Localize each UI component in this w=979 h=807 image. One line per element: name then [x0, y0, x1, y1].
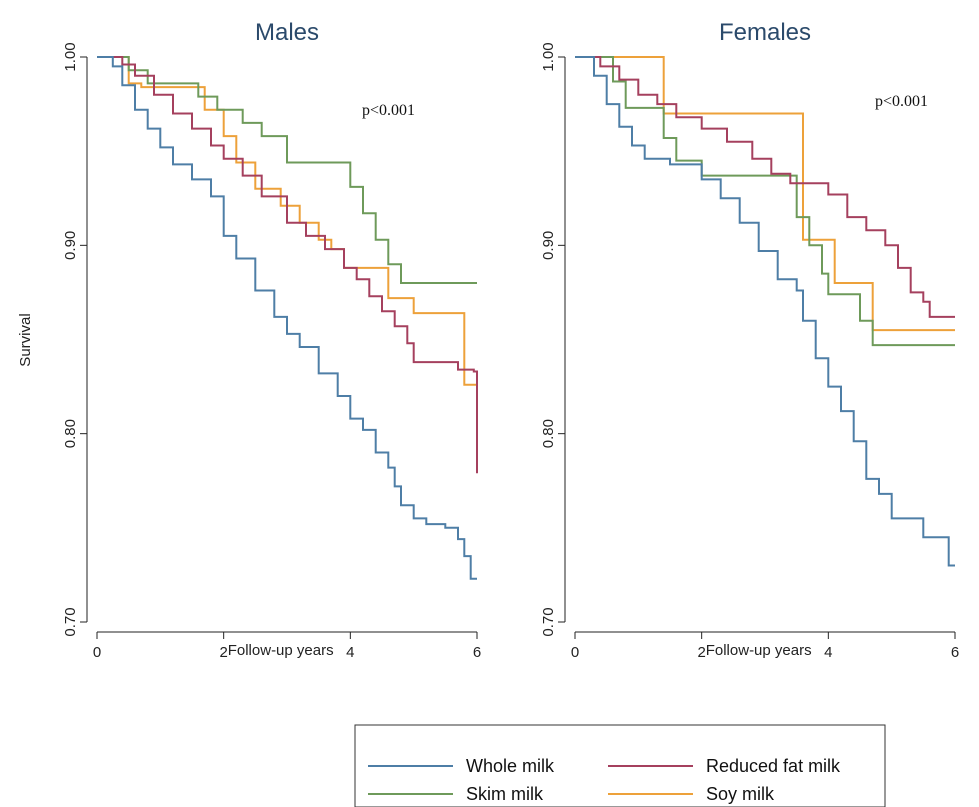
- y-tick-label: 0.80: [540, 419, 557, 448]
- y-tick-label: 1.00: [540, 42, 557, 71]
- x-tick-label: 0: [571, 644, 579, 661]
- series-line-soy-milk: [97, 56, 477, 386]
- legend: Whole milk Reduced fat milk Skim milk So…: [354, 724, 886, 807]
- y-tick-label: 0.80: [62, 419, 79, 448]
- series-line-skim-milk: [97, 56, 477, 284]
- series-line-reduced-fat-milk: [575, 56, 955, 318]
- series-line-whole-milk: [575, 56, 955, 567]
- series-line-whole-milk: [97, 56, 477, 580]
- y-axis-label: Survival: [17, 313, 34, 366]
- females-panel: Females 0.70 0.80 0.90 1.00 0 2 4 6 Follow-up yea…: [540, 19, 959, 661]
- y-tick-label: 0.90: [62, 231, 79, 260]
- series-line-skim-milk: [575, 56, 955, 347]
- x-tick-label: 0: [93, 644, 101, 661]
- y-tick-label: 0.90: [540, 231, 557, 260]
- y-tick-label: 0.70: [540, 607, 557, 636]
- x-tick-label: 2: [219, 644, 227, 661]
- panel-title: Females: [719, 19, 811, 46]
- x-axis-label: Follow-up years: [228, 642, 334, 659]
- x-tick-label: 4: [824, 644, 832, 661]
- males-panel: Males 0.70 0.80 0.90 1.00 0 2 4 6 Follow-up years…: [62, 19, 481, 661]
- legend-label-whole-milk: Whole milk: [466, 756, 555, 776]
- p-value-annotation: p<0.001: [875, 93, 928, 110]
- series-line-soy-milk: [575, 56, 955, 332]
- legend-label-reduced-fat-milk: Reduced fat milk: [706, 756, 841, 776]
- x-tick-label: 2: [697, 644, 705, 661]
- legend-label-soy-milk: Soy milk: [706, 784, 775, 804]
- x-tick-label: 4: [346, 644, 354, 661]
- x-axis-label: Follow-up years: [706, 642, 812, 659]
- series-line-reduced-fat-milk: [97, 56, 478, 474]
- panel-title: Males: [255, 19, 319, 46]
- x-tick-label: 6: [473, 644, 481, 661]
- y-tick-label: 0.70: [62, 607, 79, 636]
- p-value-annotation: p<0.001: [362, 102, 415, 119]
- x-tick-label: 6: [951, 644, 959, 661]
- y-tick-label: 1.00: [62, 42, 79, 71]
- legend-label-skim-milk: Skim milk: [466, 784, 544, 804]
